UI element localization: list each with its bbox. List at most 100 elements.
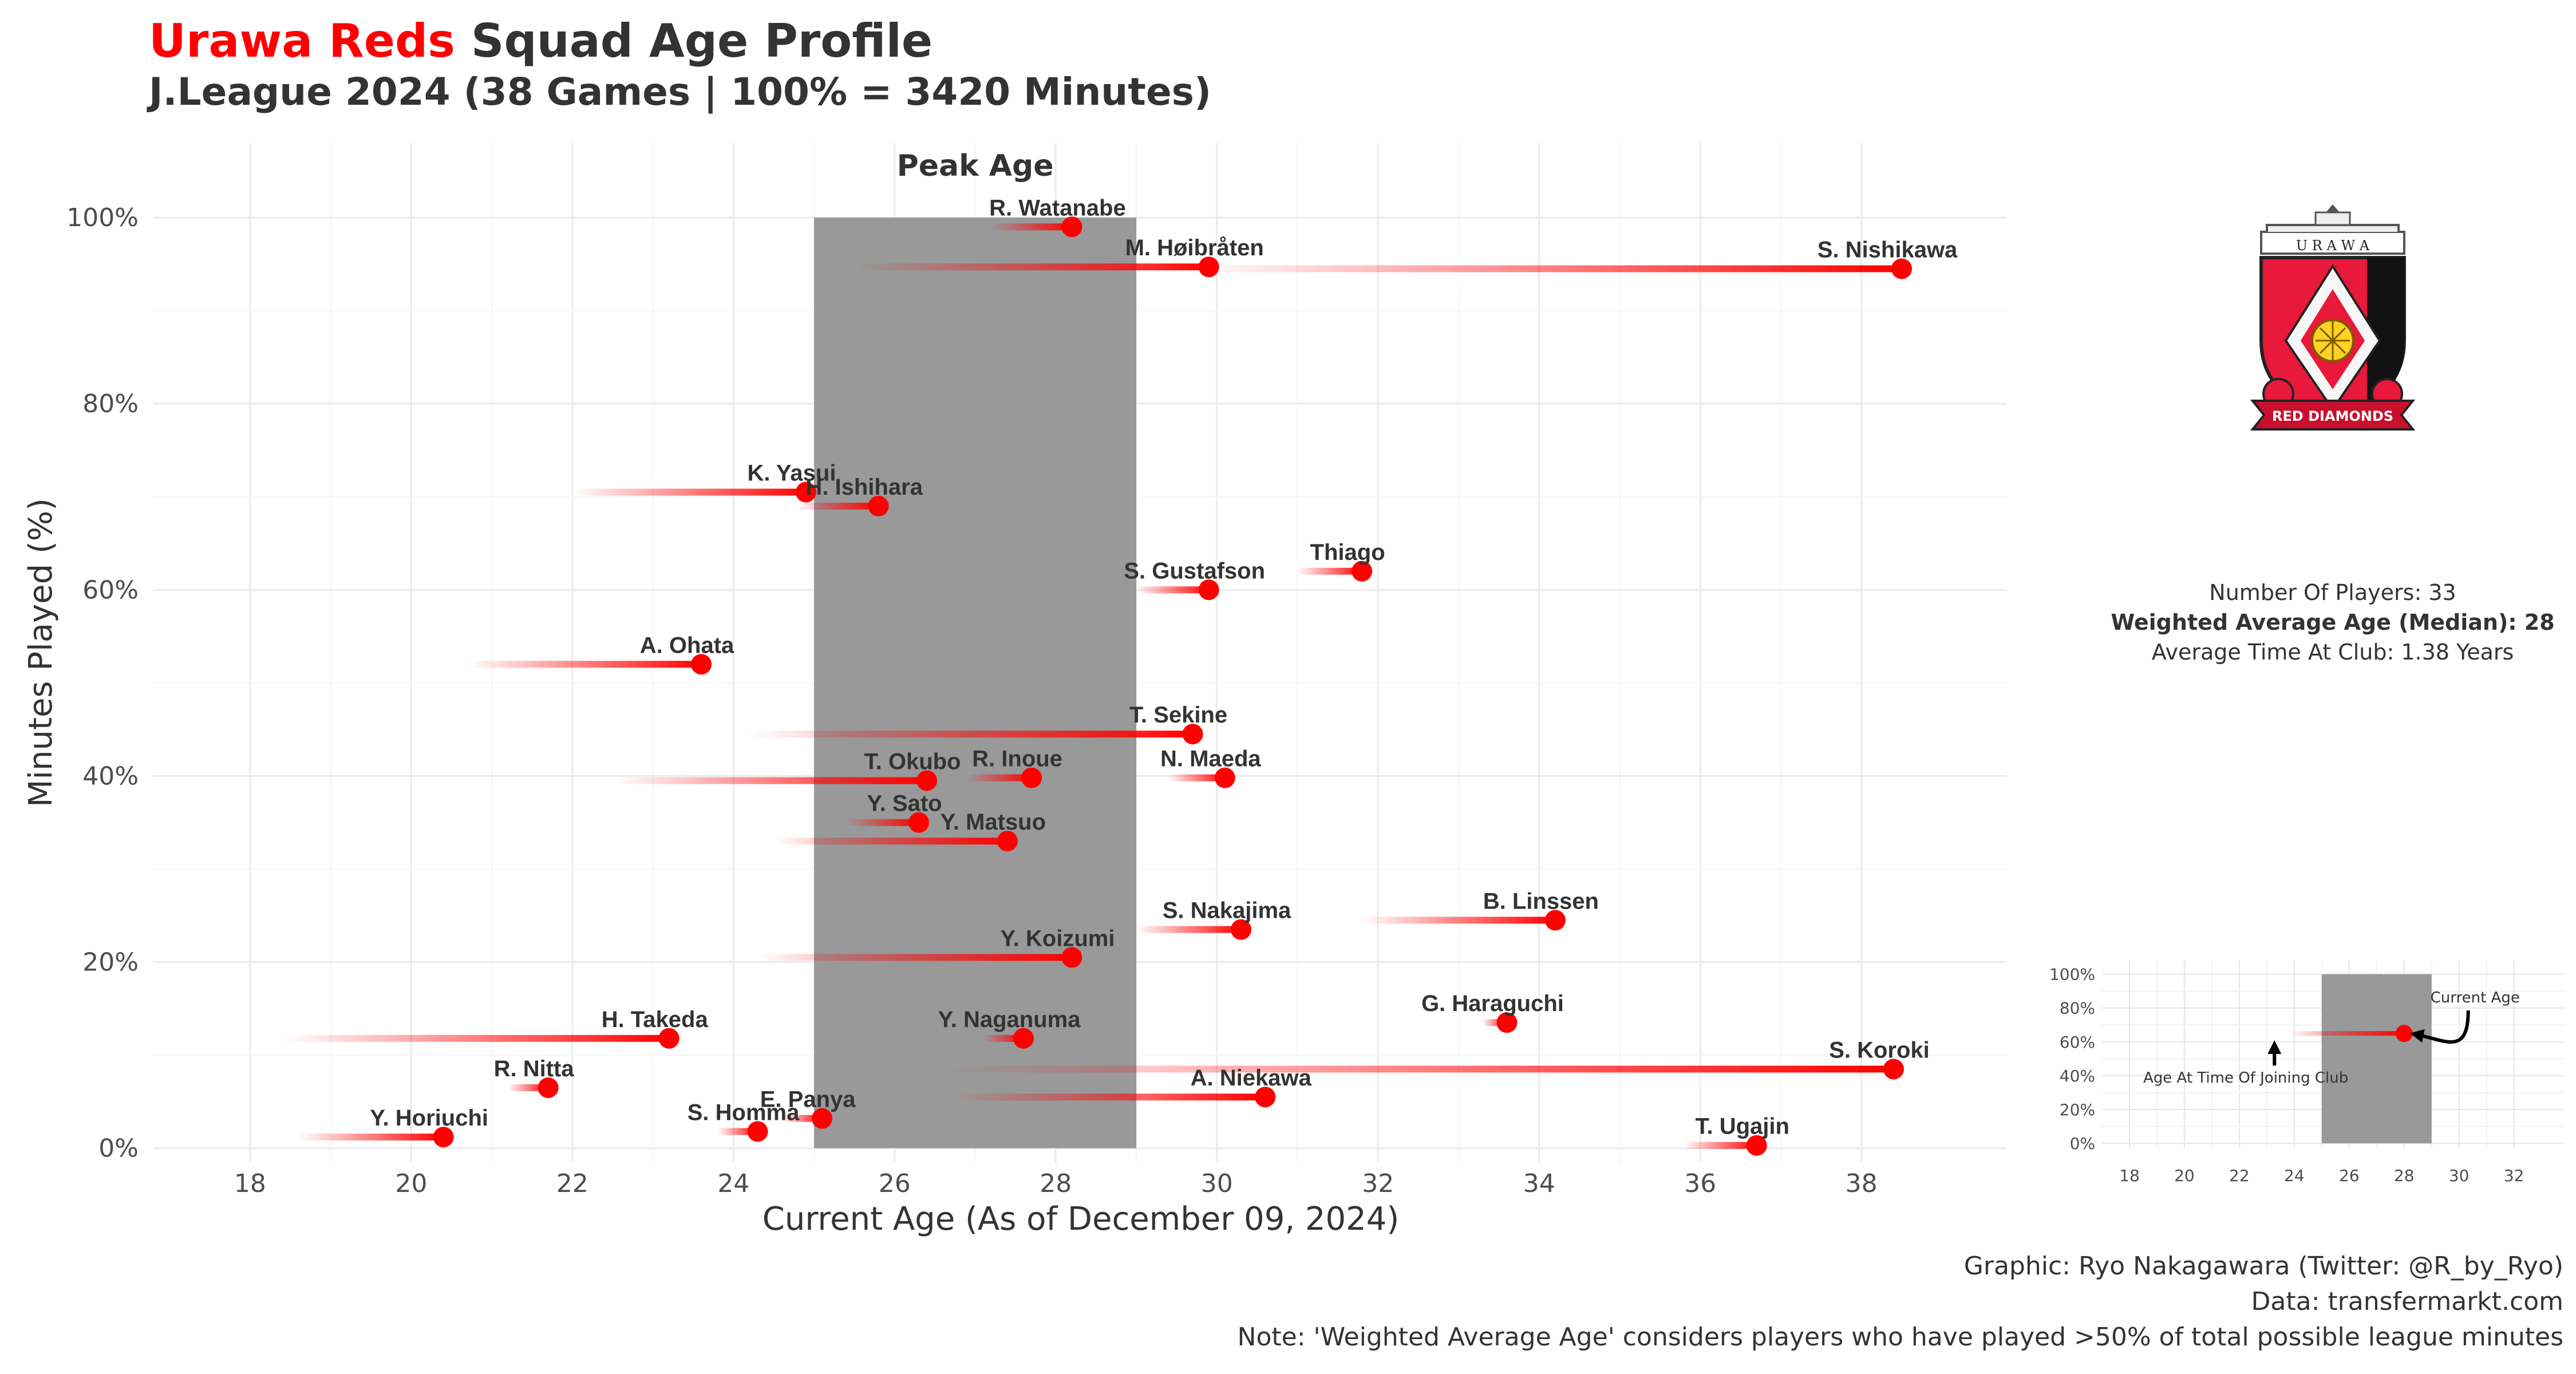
player-point [1230, 919, 1251, 940]
x-tick-label: 34 [1523, 1169, 1555, 1198]
tenure-segment [1168, 774, 1225, 781]
player-label: A. Niekawa [1191, 1065, 1312, 1091]
inset-x-tick-label: 32 [2504, 1166, 2524, 1185]
inset-y-tick-label: 60% [2060, 1033, 2095, 1052]
player-point [658, 1028, 679, 1049]
x-tick-label: 30 [1201, 1169, 1233, 1198]
title-main: Squad Age Profile [471, 14, 933, 68]
inset-current-age-label: Current Age [2431, 989, 2520, 1006]
caption-note: Note: 'Weighted Average Age' considers p… [1238, 1322, 2563, 1352]
player-point [1198, 579, 1219, 601]
player-point [997, 831, 1018, 852]
player-label: S. Homma [688, 1100, 800, 1125]
peak-age-band: Peak Age [814, 149, 1137, 1148]
tenure-segment [282, 1035, 669, 1042]
tenure-segment [951, 1093, 1266, 1101]
player-label: Thiago [1310, 540, 1385, 565]
peak-age-rect [814, 218, 1137, 1148]
player-point [1746, 1135, 1767, 1156]
chart-subtitle: J.League 2024 (38 Games | 100% = 3420 Mi… [149, 70, 1212, 114]
title-block: Urawa Reds Squad Age Profile J.League 202… [149, 13, 1211, 118]
player-label: K. Yasui [748, 461, 836, 486]
tenure-segment [613, 777, 927, 784]
player-point [1198, 256, 1219, 278]
inset-x-tick-label: 24 [2284, 1166, 2305, 1185]
player-label: Y. Naganuma [938, 1007, 1081, 1032]
tenure-segment [846, 819, 919, 826]
player-point [1182, 724, 1203, 745]
player-label: N. Maeda [1160, 747, 1261, 772]
player-label: M. Høibråten [1125, 235, 1264, 260]
x-tick-label: 20 [395, 1169, 427, 1198]
peak-age-label: Peak Age [897, 149, 1054, 183]
tenure-segment [467, 661, 702, 668]
tenure-segments [282, 223, 1902, 1149]
player-label: R. Watanabe [989, 195, 1126, 220]
player-point [1061, 947, 1082, 968]
inset-y-tick-label: 20% [2060, 1100, 2095, 1119]
player-point [1352, 560, 1373, 582]
club-name: Urawa Reds [149, 14, 455, 68]
squad-stats: Number Of Players: 33 Weighted Average A… [2111, 580, 2554, 665]
club-crest-logo: U R A W A RED DIAMONDS [2250, 204, 2416, 431]
chart-title: Urawa Reds Squad Age Profile [149, 13, 1211, 70]
tenure-segment [757, 954, 1072, 961]
player-point [812, 1108, 833, 1129]
player-point [1021, 767, 1042, 788]
tenure-segment [1192, 265, 1902, 273]
inset-axes: 18 20 22 24 26 28 30 32 0% 20% 40% 60% 80% 100% [2049, 965, 2524, 1185]
tenure-segment [967, 774, 1032, 781]
player-label: G. Haraguchi [1421, 991, 1564, 1016]
crest-top-text: U R A W A [2296, 238, 2370, 254]
player-label: Y. Sato [867, 791, 942, 816]
crest-banner-text: RED DIAMONDS [2272, 408, 2393, 424]
tenure-segment [854, 263, 1209, 271]
tenure-segment [1136, 926, 1241, 933]
player-label: B. Linssen [1483, 889, 1599, 914]
inset-y-tick-label: 40% [2060, 1067, 2095, 1085]
y-tick-label: 40% [82, 761, 139, 791]
player-label: T. Okubo [864, 749, 961, 775]
player-label: H. Ishihara [805, 475, 923, 500]
player-label: Y. Matsuo [941, 810, 1046, 835]
caption-data-source: Data: transfermarkt.com [2251, 1287, 2563, 1316]
player-label: S. Nishikawa [1818, 237, 1958, 262]
legend-inset: 18 20 22 24 26 28 30 32 0% 20% 40% 60% 80% 100% Curre… [2049, 961, 2563, 1185]
tenure-segment [991, 223, 1072, 231]
tenure-segment [797, 502, 879, 510]
x-tick-label: 38 [1846, 1169, 1878, 1198]
player-label: R. Inoue [972, 747, 1062, 772]
main-axes: 18 20 22 24 26 28 30 32 34 36 38 0% 20% 40% 60% 80% 100%… [22, 203, 1878, 1238]
player-point [908, 812, 930, 833]
inset-y-tick-label: 80% [2060, 999, 2095, 1018]
inset-tenure-segment [2289, 1031, 2404, 1036]
y-tick-label: 0% [98, 1134, 139, 1163]
player-labels: R. Watanabe M. Høibråten S. Nishikawa K. Ya… [370, 195, 1958, 1139]
tenure-segment [1297, 567, 1362, 575]
caption-block: Graphic: Ryo Nakagawara (Twitter: @R_by_… [1238, 1251, 2563, 1352]
tenure-segment [1684, 1142, 1757, 1149]
player-label: Y. Koizumi [1000, 926, 1115, 951]
player-point [795, 481, 816, 503]
player-point [691, 654, 712, 675]
y-tick-label: 20% [82, 948, 139, 977]
inset-x-tick-label: 20 [2174, 1166, 2195, 1185]
player-point [1061, 216, 1082, 238]
y-axis-title: Minutes Played (%) [22, 498, 60, 807]
x-tick-label: 26 [879, 1169, 911, 1198]
inset-y-tick-label: 100% [2049, 965, 2095, 984]
player-label: S. Nakajima [1163, 898, 1291, 923]
player-point [538, 1077, 559, 1098]
tenure-segment [1136, 586, 1209, 594]
player-label: S. Gustafson [1124, 558, 1265, 583]
tenure-segment [572, 488, 806, 496]
player-point [433, 1127, 454, 1148]
player-point [1013, 1028, 1034, 1049]
tenure-segment [298, 1134, 444, 1141]
inset-x-tick-label: 28 [2394, 1166, 2415, 1185]
player-label: H. Takeda [602, 1007, 709, 1032]
y-tick-label: 100% [66, 203, 139, 232]
x-tick-label: 24 [717, 1169, 749, 1198]
inset-marks [2267, 1010, 2470, 1066]
y-tick-label: 80% [82, 389, 139, 418]
